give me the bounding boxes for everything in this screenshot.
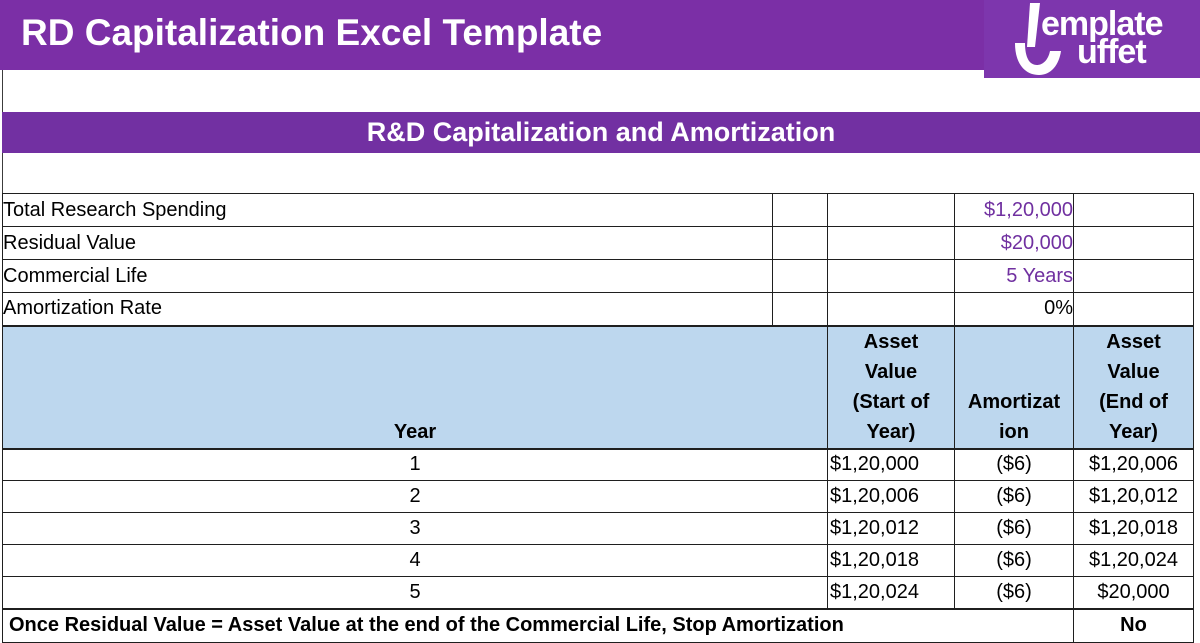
param-row-commercial-life: Commercial Life 5 Years	[2, 259, 1194, 293]
cell-end-value-1[interactable]: $1,20,006	[1073, 448, 1194, 481]
cell-year-5[interactable]: 5	[2, 576, 828, 610]
cell-start-value-3[interactable]: $1,20,012	[827, 512, 955, 545]
cell-empty[interactable]	[827, 226, 955, 260]
cell-start-value-4[interactable]: $1,20,018	[827, 544, 955, 577]
schedule-row-4: 4 $1,20,018 ($6) $1,20,024	[2, 544, 1194, 577]
cell-void	[1073, 259, 1194, 293]
logo-word-buffet: uffet	[1077, 33, 1147, 71]
logo-word-template: emplate	[1041, 5, 1163, 43]
cell-end-value-5[interactable]: $20,000	[1073, 576, 1194, 610]
cell-year-2[interactable]: 2	[2, 480, 828, 513]
schedule-row-3: 3 $1,20,012 ($6) $1,20,018	[2, 512, 1194, 545]
template-buffet-logo: emplate uffet	[984, 0, 1200, 78]
param-row-residual-value: Residual Value $20,000	[2, 226, 1194, 260]
cell-void	[1073, 226, 1194, 260]
cell-empty[interactable]	[827, 193, 955, 227]
cell-spacer	[772, 226, 828, 260]
section-banner: R&D Capitalization and Amortization	[2, 112, 1200, 153]
page-title: RD Capitalization Excel Template	[21, 12, 603, 53]
cell-amortization-1[interactable]: ($6)	[954, 448, 1074, 481]
cell-total-research-spending-value[interactable]: $1,20,000	[954, 193, 1074, 227]
cell-amortization-3[interactable]: ($6)	[954, 512, 1074, 545]
cell-note-text: Once Residual Value = Asset Value at the…	[2, 608, 1074, 643]
cell-commercial-life-value[interactable]: 5 Years	[954, 259, 1074, 293]
spreadsheet-table: Total Research Spending $1,20,000 Residu…	[2, 193, 1194, 643]
schedule-row-5: 5 $1,20,024 ($6) $20,000	[2, 576, 1194, 610]
cell-empty[interactable]	[827, 259, 955, 293]
cell-empty[interactable]	[827, 292, 955, 326]
schedule-row-1: 1 $1,20,000 ($6) $1,20,006	[2, 448, 1194, 481]
cell-end-value-4[interactable]: $1,20,024	[1073, 544, 1194, 577]
param-row-total-research-spending: Total Research Spending $1,20,000	[2, 193, 1194, 227]
column-header-asset-value-start[interactable]: Asset Value (Start of Year)	[827, 324, 955, 450]
cell-start-value-1[interactable]: $1,20,000	[827, 448, 955, 481]
cell-note-value[interactable]: No	[1073, 608, 1194, 643]
cell-amortization-5[interactable]: ($6)	[954, 576, 1074, 610]
cell-void	[1073, 193, 1194, 227]
cell-residual-value-value[interactable]: $20,000	[954, 226, 1074, 260]
cell-commercial-life-label[interactable]: Commercial Life	[2, 259, 773, 293]
cell-start-value-5[interactable]: $1,20,024	[827, 576, 955, 610]
cell-year-1[interactable]: 1	[2, 448, 828, 481]
cell-spacer	[772, 193, 828, 227]
cell-amortization-2[interactable]: ($6)	[954, 480, 1074, 513]
column-header-asset-value-end[interactable]: Asset Value (End of Year)	[1073, 324, 1194, 450]
cell-total-research-spending-label[interactable]: Total Research Spending	[2, 193, 773, 227]
cell-amortization-rate-label[interactable]: Amortization Rate	[2, 292, 773, 326]
cell-end-value-2[interactable]: $1,20,012	[1073, 480, 1194, 513]
cell-end-value-3[interactable]: $1,20,018	[1073, 512, 1194, 545]
cell-year-3[interactable]: 3	[2, 512, 828, 545]
cell-void	[1073, 292, 1194, 326]
cell-year-4[interactable]: 4	[2, 544, 828, 577]
cell-residual-value-label[interactable]: Residual Value	[2, 226, 773, 260]
param-row-amortization-rate: Amortization Rate 0%	[2, 292, 1194, 326]
cell-start-value-2[interactable]: $1,20,006	[827, 480, 955, 513]
section-title: R&D Capitalization and Amortization	[366, 117, 836, 147]
column-header-year[interactable]: Year	[2, 324, 828, 450]
cell-amortization-4[interactable]: ($6)	[954, 544, 1074, 577]
cell-spacer	[772, 259, 828, 293]
schedule-header-row: Year Asset Value (Start of Year) Amortiz…	[2, 324, 1194, 450]
ladle-icon	[1015, 3, 1061, 75]
note-row: Once Residual Value = Asset Value at the…	[2, 608, 1194, 643]
schedule-row-2: 2 $1,20,006 ($6) $1,20,012	[2, 480, 1194, 513]
cell-spacer	[772, 292, 828, 326]
column-header-amortization[interactable]: Amortizat ion	[954, 324, 1074, 450]
cell-amortization-rate-value[interactable]: 0%	[954, 292, 1074, 326]
